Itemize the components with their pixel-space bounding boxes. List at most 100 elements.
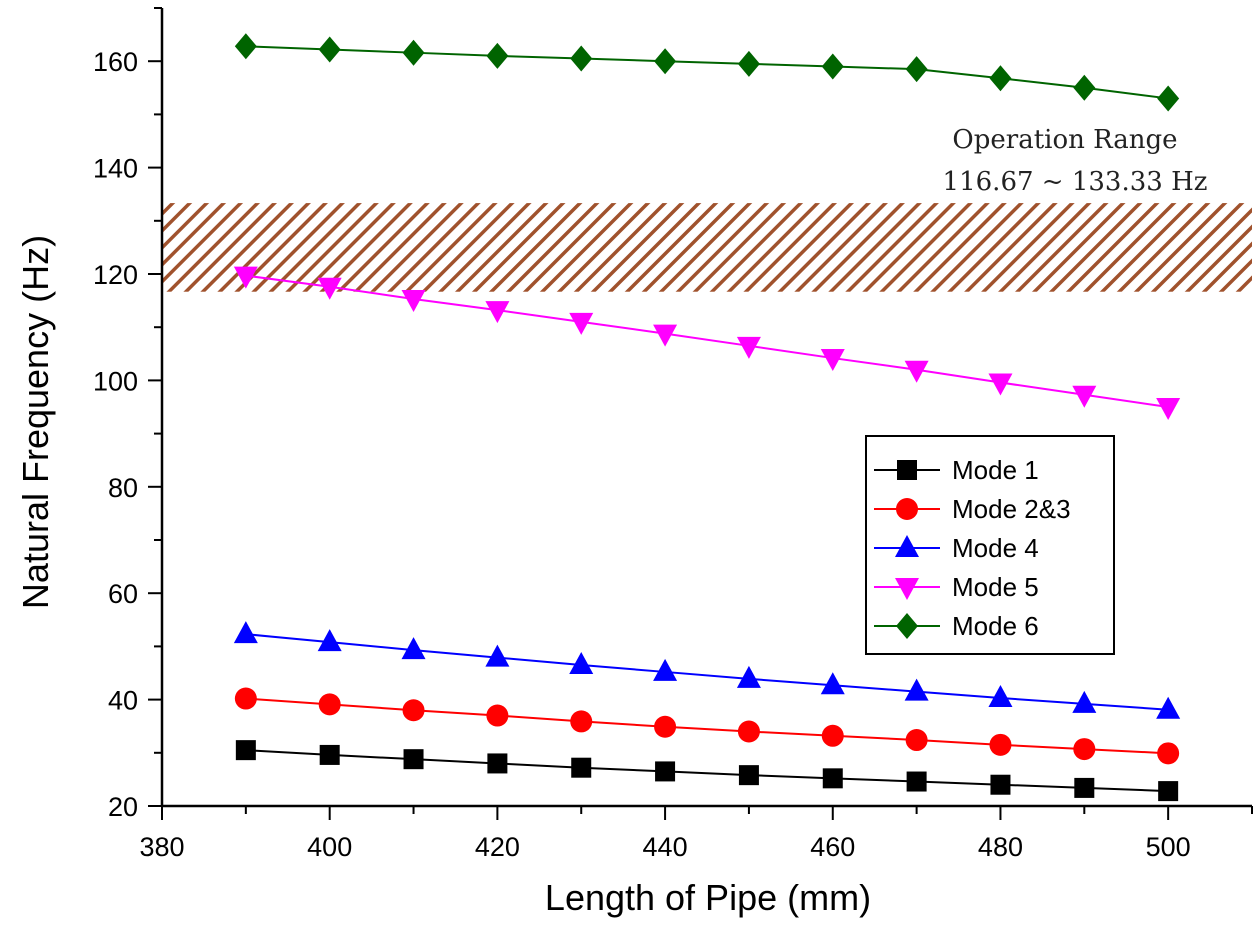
- data-point-mode-1: [403, 749, 424, 770]
- data-point-mode-2-3: [821, 724, 844, 747]
- y-tick-label: 160: [93, 47, 138, 77]
- data-point-mode-6: [654, 48, 677, 75]
- data-point-mode-2-3: [402, 699, 425, 722]
- data-point-mode-5: [485, 301, 510, 324]
- data-point-mode-6: [318, 36, 341, 63]
- data-point-mode-2-3: [570, 710, 593, 733]
- y-axis-title: Natural Frequency (Hz): [15, 235, 56, 609]
- series-line-mode-6: [245, 45, 1169, 100]
- data-point-mode-6: [737, 50, 760, 77]
- legend-marker-mode-5: [895, 578, 919, 600]
- x-axis-title: Length of Pipe (mm): [545, 877, 871, 918]
- data-point-mode-2-3: [1073, 738, 1096, 761]
- data-point-mode-5: [653, 324, 678, 347]
- series-line-mode-1: [245, 749, 1169, 793]
- data-point-mode-6: [486, 42, 509, 69]
- data-point-mode-2-3: [905, 729, 928, 752]
- data-point-mode-5: [736, 336, 761, 359]
- data-point-mode-1: [571, 757, 592, 778]
- x-tick-label: 500: [1146, 832, 1191, 862]
- data-point-mode-4: [1072, 690, 1097, 713]
- y-tick-label: 100: [93, 366, 138, 396]
- legend-label-mode-2-3: Mode 2&3: [952, 494, 1071, 524]
- legend-label-mode-5: Mode 5: [952, 572, 1039, 602]
- data-point-mode-5: [569, 312, 594, 335]
- data-point-mode-5: [988, 373, 1013, 396]
- band-label-range: 116.67 ~ 133.33 Hz: [943, 167, 1208, 197]
- data-point-mode-6: [989, 65, 1012, 92]
- data-point-mode-5: [904, 360, 929, 383]
- data-point-mode-4: [904, 678, 929, 701]
- data-point-mode-2-3: [654, 715, 677, 738]
- data-point-mode-1: [319, 744, 340, 765]
- data-point-mode-2-3: [234, 687, 257, 710]
- data-point-mode-6: [570, 45, 593, 72]
- data-point-mode-6: [234, 33, 257, 60]
- data-point-mode-2-3: [1157, 742, 1180, 765]
- legend-marker-mode-6: [896, 613, 918, 639]
- series-line-mode-2-3: [245, 697, 1169, 755]
- data-point-mode-1: [1158, 781, 1179, 802]
- series-mode-1: [235, 740, 1179, 802]
- data-point-mode-6: [1073, 74, 1096, 101]
- series-mode-6: [234, 33, 1180, 112]
- data-point-mode-4: [401, 637, 426, 660]
- data-point-mode-2-3: [737, 720, 760, 743]
- series-mode-5: [233, 266, 1181, 420]
- y-tick-label: 20: [108, 792, 138, 822]
- data-point-mode-5: [1072, 385, 1097, 408]
- x-tick-label: 400: [307, 832, 352, 862]
- legend-marker-mode-4: [895, 535, 919, 557]
- data-point-mode-1: [487, 753, 508, 774]
- data-point-mode-4: [569, 652, 594, 675]
- x-tick-label: 480: [978, 832, 1023, 862]
- data-point-mode-5: [401, 290, 426, 313]
- data-point-mode-1: [1074, 777, 1095, 798]
- data-point-mode-4: [1156, 696, 1181, 719]
- data-point-mode-4: [988, 685, 1013, 708]
- data-point-mode-5: [1156, 398, 1181, 420]
- legend-label-mode-4: Mode 4: [952, 533, 1039, 563]
- data-point-mode-1: [655, 761, 676, 782]
- series-mode-4: [233, 621, 1181, 719]
- x-tick-label: 460: [810, 832, 855, 862]
- y-tick-label: 40: [108, 686, 138, 716]
- data-point-mode-4: [233, 621, 258, 644]
- series-line-mode-4: [245, 633, 1169, 711]
- operation-range-band: [162, 203, 1252, 292]
- y-tick-label: 120: [93, 260, 138, 290]
- data-point-mode-1: [990, 774, 1011, 795]
- data-point-mode-2-3: [486, 704, 509, 727]
- data-point-mode-6: [821, 53, 844, 80]
- data-point-mode-4: [653, 658, 678, 681]
- data-point-mode-5: [317, 277, 342, 300]
- legend-label-mode-6: Mode 6: [952, 611, 1039, 641]
- legend-marker-mode-1: [897, 460, 917, 480]
- y-tick-label: 60: [108, 579, 138, 609]
- x-tick-label: 440: [643, 832, 688, 862]
- data-point-mode-6: [402, 39, 425, 66]
- data-point-mode-1: [822, 768, 843, 789]
- band-label-title: Operation Range: [952, 125, 1177, 155]
- data-point-mode-1: [738, 765, 759, 786]
- legend-label-mode-1: Mode 1: [952, 455, 1039, 485]
- data-point-mode-6: [1157, 85, 1180, 112]
- data-point-mode-2-3: [989, 733, 1012, 756]
- data-point-mode-4: [485, 644, 510, 667]
- data-point-mode-4: [736, 665, 761, 688]
- data-point-mode-5: [820, 349, 845, 372]
- y-tick-label: 140: [93, 154, 138, 184]
- data-point-mode-4: [317, 629, 342, 652]
- data-point-mode-5: [233, 266, 258, 289]
- y-tick-label: 80: [108, 473, 138, 503]
- series-mode-2-3: [234, 687, 1180, 765]
- x-tick-label: 380: [139, 832, 184, 862]
- data-point-mode-2-3: [318, 693, 341, 716]
- data-point-mode-4: [820, 672, 845, 695]
- data-point-mode-6: [905, 56, 928, 83]
- data-point-mode-1: [906, 771, 927, 792]
- series-line-mode-5: [245, 274, 1169, 408]
- x-tick-label: 420: [475, 832, 520, 862]
- data-point-mode-1: [235, 740, 256, 761]
